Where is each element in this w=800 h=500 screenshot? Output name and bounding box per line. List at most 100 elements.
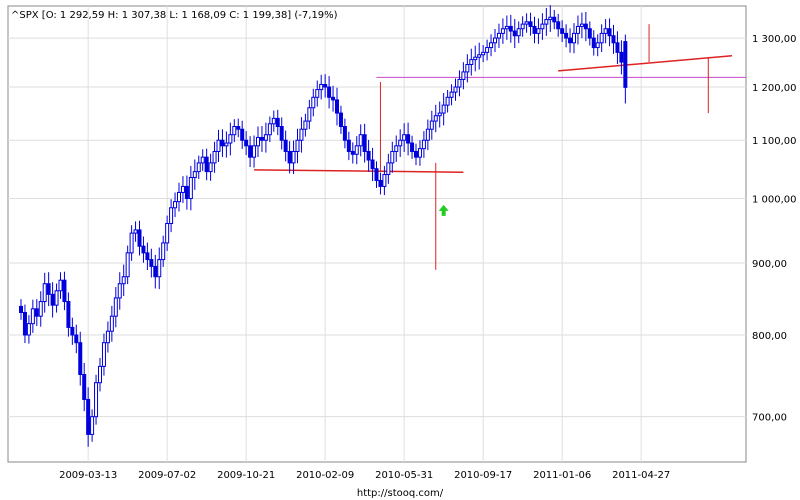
candle-body	[544, 19, 549, 25]
y-tick-label: 1 300,00	[752, 34, 797, 45]
candle-body	[465, 64, 470, 73]
candle-body	[575, 25, 580, 34]
candle-body	[42, 283, 47, 303]
candle-body	[94, 382, 99, 418]
candle-body	[556, 21, 561, 30]
candle-body	[390, 150, 395, 164]
candle-body	[90, 416, 95, 435]
candle-body	[212, 150, 217, 164]
candle-body	[109, 315, 114, 332]
candle-body	[279, 126, 284, 141]
candle-body	[485, 47, 490, 53]
candle-body	[82, 373, 87, 400]
candle-body	[177, 191, 181, 203]
candle-body	[591, 37, 596, 49]
candle-body	[386, 162, 391, 176]
candle-body	[216, 139, 221, 152]
x-tick-label: 2009-07-02	[138, 470, 196, 481]
candle-body	[66, 301, 71, 328]
candle-body	[244, 139, 249, 147]
x-tick-label: 2010-09-17	[454, 470, 512, 481]
candle-body	[137, 229, 142, 247]
candle-body	[445, 96, 450, 106]
candle-body	[603, 28, 608, 34]
candle-body	[38, 301, 43, 317]
candle-body	[180, 185, 185, 193]
candle-body	[362, 134, 367, 152]
candle-body	[532, 25, 537, 34]
candle-body	[98, 365, 102, 384]
candle-body	[583, 23, 588, 30]
candle-body	[46, 283, 51, 295]
candle-body	[449, 91, 454, 98]
candle-body	[319, 83, 324, 91]
candle-body	[350, 150, 355, 155]
y-tick-label: 900,00	[752, 259, 787, 270]
candle-body	[489, 42, 494, 49]
candle-body	[338, 112, 343, 128]
candle-body	[161, 242, 166, 261]
plot-frame	[7, 5, 747, 463]
candle-body	[133, 229, 138, 234]
candle-body	[74, 334, 79, 344]
candle-body	[129, 232, 134, 254]
candle-body	[572, 32, 576, 44]
candle-body	[607, 28, 612, 37]
candle-body	[358, 134, 363, 147]
candle-body	[524, 21, 529, 25]
candle-body	[342, 126, 347, 141]
y-axis-labels: 700,00 800,00 900,00 1 000,00 1 100,00 1 200,…	[752, 34, 797, 424]
candle-body	[619, 51, 624, 63]
candle-body	[441, 104, 446, 114]
candle-body	[587, 28, 592, 39]
candle-body	[473, 56, 478, 61]
candle-body	[169, 207, 174, 225]
candle-body	[421, 139, 426, 150]
candle-body	[548, 16, 553, 21]
candle-body	[335, 99, 339, 114]
candle-body	[374, 168, 379, 181]
candle-body	[461, 71, 466, 80]
candle-body	[611, 35, 616, 44]
candle-body	[165, 223, 170, 244]
candle-body	[496, 32, 501, 39]
candle-body	[252, 145, 257, 158]
y-tick-label: 800,00	[752, 331, 787, 342]
candle-body	[512, 30, 517, 37]
x-tick-label: 2010-05-31	[375, 470, 433, 481]
x-tick-label: 2010-02-09	[296, 470, 354, 481]
candle-body	[145, 252, 150, 261]
y-tick-label: 1 100,00	[752, 136, 797, 147]
candle-body	[256, 136, 260, 147]
candle-body	[78, 342, 83, 375]
candle-body	[295, 139, 300, 152]
candle-body	[125, 252, 130, 278]
candle-body	[263, 134, 268, 141]
candle-body	[315, 89, 320, 98]
candle-body	[192, 171, 197, 178]
candle-body	[248, 145, 253, 158]
candle-body	[34, 308, 39, 317]
candle-body	[287, 150, 292, 164]
candle-body	[283, 139, 288, 152]
y-tick-label: 1 200,00	[752, 83, 797, 94]
candle-body	[437, 112, 442, 117]
candle-body	[540, 23, 545, 30]
candle-body	[157, 259, 162, 278]
candle-body	[58, 279, 63, 292]
candle-body	[346, 139, 351, 152]
candle-body	[240, 128, 245, 141]
candle-body	[568, 37, 573, 44]
candle-body	[481, 51, 486, 56]
candle-body	[398, 139, 403, 147]
candle-body	[228, 134, 233, 144]
key-level-lines	[254, 24, 746, 270]
candle-body	[552, 16, 557, 23]
candle-body	[30, 308, 35, 325]
candle-body	[311, 96, 316, 109]
candle-body	[406, 134, 411, 144]
footer-url[interactable]: http://stooq.com/	[357, 488, 444, 499]
candle-body	[184, 185, 189, 200]
candle-body	[267, 123, 272, 136]
